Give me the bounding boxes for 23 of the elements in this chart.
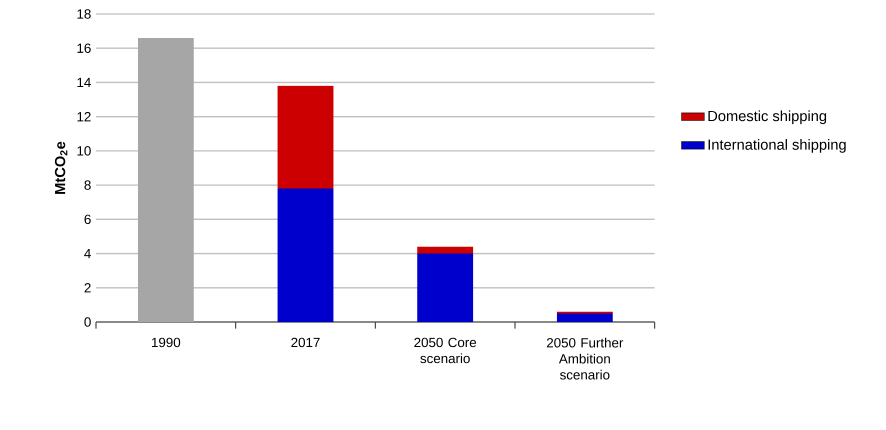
bar (278, 86, 334, 189)
x-tick-label: 1990 (152, 338, 180, 348)
legend-label: International shipping (708, 139, 846, 153)
y-tick-label: 18 (77, 9, 91, 19)
y-tick-label: 6 (84, 214, 91, 224)
y-tick-label: 0 (84, 317, 91, 327)
x-tick-label: 2050 Further Ambition scenario (546, 338, 624, 380)
bar (417, 254, 474, 322)
y-axis-title: MtCO$_{2}$e (54, 142, 68, 194)
bar (556, 313, 613, 322)
y-tick-label: 8 (84, 180, 91, 190)
x-tick-label: 2017 (291, 338, 320, 348)
x-tick-label: 2050 Core scenario (414, 338, 476, 364)
y-tick-label: 4 (84, 248, 91, 258)
y-tick-label: 14 (77, 78, 91, 88)
bar (138, 38, 194, 322)
y-tick-label: 12 (77, 112, 91, 122)
bar (417, 246, 474, 254)
y-tick-label: 2 (84, 283, 91, 292)
bar (278, 188, 334, 322)
y-tick-label: 16 (77, 44, 91, 53)
y-tick-label: 10 (77, 146, 91, 156)
legend-label: Domestic shipping (708, 110, 826, 124)
